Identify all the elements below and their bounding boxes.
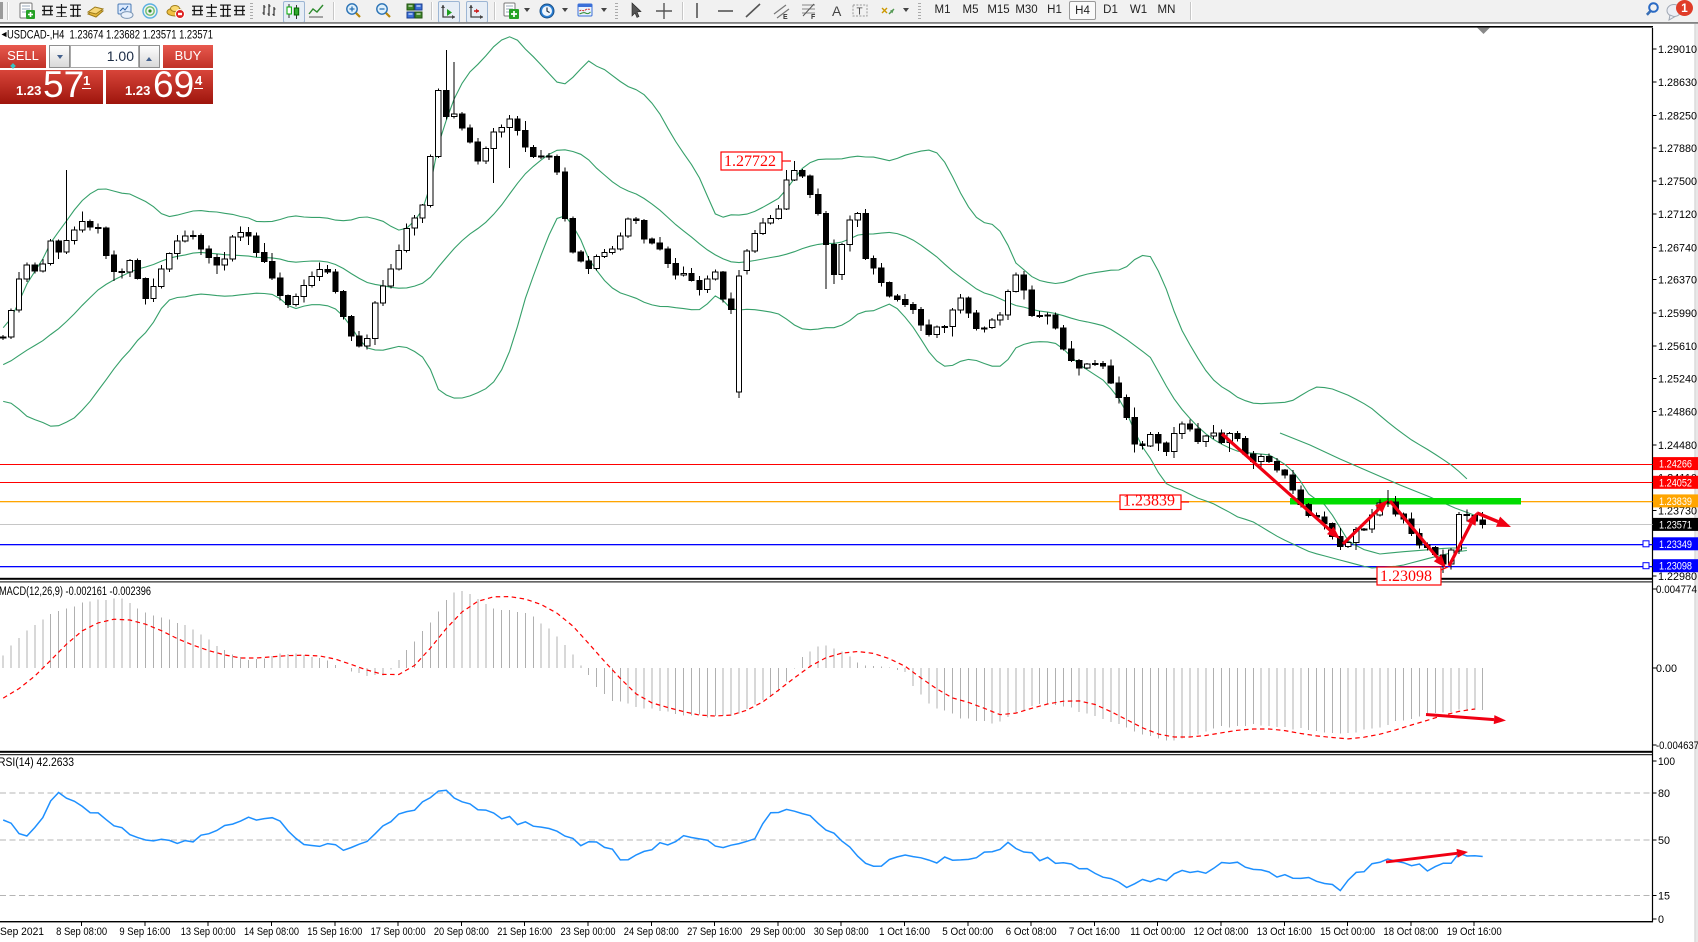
svg-text:15: 15 [1658, 890, 1670, 902]
svg-text:15 Oct 00:00: 15 Oct 00:00 [1320, 926, 1375, 938]
svg-text:1.23839: 1.23839 [1659, 496, 1692, 508]
svg-text:12 Oct 08:00: 12 Oct 08:00 [1194, 926, 1249, 938]
svg-text:1.27500: 1.27500 [1658, 176, 1697, 188]
svg-text:E: E [783, 14, 788, 21]
svg-text:20 Sep 08:00: 20 Sep 08:00 [434, 926, 489, 938]
svg-text:1.23730: 1.23730 [1658, 506, 1697, 518]
svg-text:29 Sep 00:00: 29 Sep 00:00 [750, 926, 805, 938]
svg-text:1.26740: 1.26740 [1658, 242, 1697, 254]
svg-text:17 Sep 00:00: 17 Sep 00:00 [371, 926, 426, 938]
svg-text:27 Sep 16:00: 27 Sep 16:00 [687, 926, 742, 938]
svg-text:1.24860: 1.24860 [1658, 407, 1697, 419]
svg-text:1 Oct 16:00: 1 Oct 16:00 [879, 926, 930, 938]
svg-text:0: 0 [1658, 914, 1664, 926]
svg-text:Sep 2021: Sep 2021 [0, 926, 44, 938]
svg-text:-0.004637: -0.004637 [1656, 740, 1698, 752]
svg-text:1.25990: 1.25990 [1658, 308, 1697, 320]
svg-text:50: 50 [1658, 835, 1670, 847]
svg-text:11 Oct 00:00: 11 Oct 00:00 [1130, 926, 1185, 938]
svg-text:1.25240: 1.25240 [1658, 374, 1697, 386]
svg-text:T: T [857, 7, 863, 18]
svg-text:A: A [832, 3, 842, 19]
svg-text:7 Oct 16:00: 7 Oct 16:00 [1069, 926, 1120, 938]
svg-text:24 Sep 08:00: 24 Sep 08:00 [624, 926, 679, 938]
svg-text:USDCAD-,H4 1.23674 1.23682 1.: USDCAD-,H4 1.23674 1.23682 1.23571 1.235… [7, 30, 213, 42]
svg-text:1.25610: 1.25610 [1658, 341, 1697, 353]
svg-text:1.28250: 1.28250 [1658, 110, 1697, 122]
svg-text:1.23839: 1.23839 [1123, 493, 1175, 510]
svg-text:1.23098: 1.23098 [1659, 561, 1692, 573]
svg-text:9 Sep 16:00: 9 Sep 16:00 [119, 926, 170, 938]
svg-text:18 Oct 08:00: 18 Oct 08:00 [1383, 926, 1438, 938]
svg-text:19 Oct 16:00: 19 Oct 16:00 [1447, 926, 1502, 938]
svg-text:13 Oct 16:00: 13 Oct 16:00 [1257, 926, 1312, 938]
svg-text:80: 80 [1658, 788, 1670, 800]
svg-text:100: 100 [1658, 756, 1675, 768]
svg-text:13 Sep 00:00: 13 Sep 00:00 [181, 926, 236, 938]
svg-text:8 Sep 08:00: 8 Sep 08:00 [56, 926, 107, 938]
svg-text:5 Oct 00:00: 5 Oct 00:00 [942, 926, 993, 938]
svg-text:1.27880: 1.27880 [1658, 143, 1697, 155]
svg-text:1.22980: 1.22980 [1658, 571, 1697, 583]
svg-text:RSI(14) 42.2633: RSI(14) 42.2633 [0, 757, 74, 769]
svg-text:1.23349: 1.23349 [1659, 539, 1692, 551]
svg-text:23 Sep 00:00: 23 Sep 00:00 [561, 926, 616, 938]
svg-text:1.24266: 1.24266 [1659, 459, 1692, 471]
svg-text:30 Sep 08:00: 30 Sep 08:00 [814, 926, 869, 938]
svg-text:MACD(12,26,9) -0.002161 -0.002: MACD(12,26,9) -0.002161 -0.002396 [0, 586, 151, 598]
svg-text:6 Oct 08:00: 6 Oct 08:00 [1006, 926, 1057, 938]
svg-text:1.28630: 1.28630 [1658, 77, 1697, 89]
svg-text:1.23571: 1.23571 [1659, 519, 1692, 531]
svg-text:1.24480: 1.24480 [1658, 440, 1697, 452]
svg-text:1.26370: 1.26370 [1658, 275, 1697, 287]
svg-text:15 Sep 16:00: 15 Sep 16:00 [307, 926, 362, 938]
svg-text:1.24052: 1.24052 [1659, 477, 1692, 489]
svg-text:1.29010: 1.29010 [1658, 44, 1697, 56]
svg-text:0.00: 0.00 [1656, 663, 1677, 675]
svg-text:1.23098: 1.23098 [1380, 568, 1432, 585]
svg-text:14 Sep 08:00: 14 Sep 08:00 [244, 926, 299, 938]
svg-text:F: F [811, 14, 816, 21]
svg-text:0.004774: 0.004774 [1656, 584, 1697, 596]
svg-text:1.27120: 1.27120 [1658, 209, 1697, 221]
svg-text:21 Sep 16:00: 21 Sep 16:00 [497, 926, 552, 938]
svg-text:1.27722: 1.27722 [724, 153, 776, 170]
